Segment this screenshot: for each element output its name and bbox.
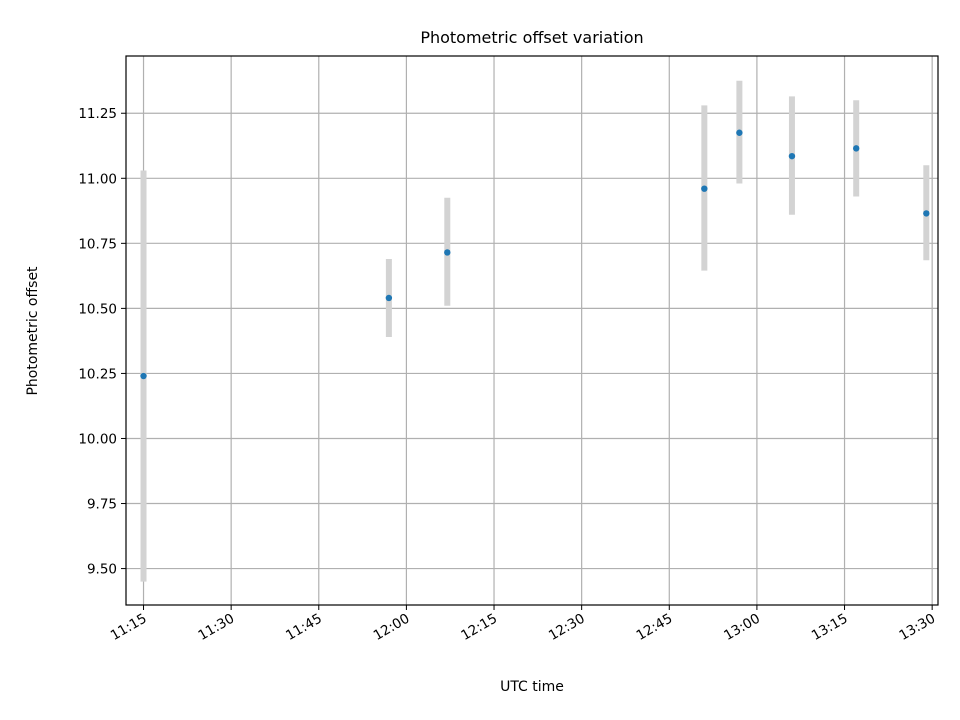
data-point <box>444 249 451 256</box>
y-tick-label: 10.00 <box>78 431 117 447</box>
y-axis-label: Photometric offset <box>25 266 41 396</box>
chart-title: Photometric offset variation <box>420 28 643 47</box>
grid <box>126 56 938 605</box>
y-tick-label: 10.50 <box>78 301 117 317</box>
y-tick-label: 9.50 <box>87 562 117 578</box>
data-points <box>140 129 930 380</box>
y-tick-label: 11.00 <box>78 171 117 187</box>
data-point <box>385 294 393 302</box>
data-point <box>736 129 743 136</box>
y-axis: 9.50 9.75 10.00 10.25 10.50 10.75 11.00 11.25 <box>78 106 126 578</box>
plot-frame <box>125 55 939 606</box>
data-point <box>853 145 860 152</box>
y-tick-label: 9.75 <box>87 497 117 513</box>
x-axis-label: UTC time <box>500 679 564 695</box>
y-tick-label: 10.75 <box>78 236 117 252</box>
data-point <box>788 152 796 160</box>
y-tick-label: 11.25 <box>78 106 117 122</box>
data-point <box>140 372 147 380</box>
data-point <box>701 185 708 192</box>
data-point <box>923 210 930 217</box>
y-tick-label: 10.25 <box>78 366 117 382</box>
